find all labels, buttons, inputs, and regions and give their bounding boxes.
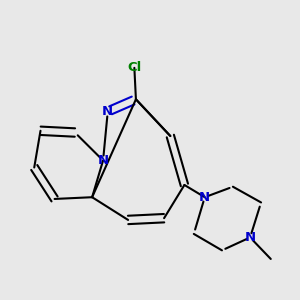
Text: Cl: Cl — [127, 61, 142, 74]
Text: N: N — [98, 154, 109, 167]
Text: N: N — [199, 191, 210, 204]
Text: N: N — [102, 105, 113, 118]
Text: N: N — [244, 231, 256, 244]
